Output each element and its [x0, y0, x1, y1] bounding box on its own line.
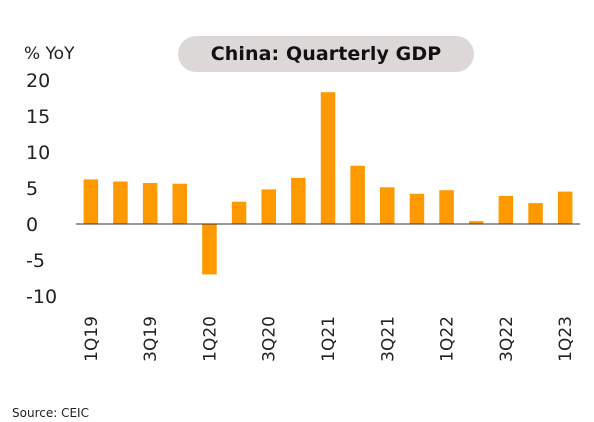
y-tick-label: 10: [26, 142, 50, 164]
x-axis-ticks: 1Q19 3Q19 1Q20 3Q20 1Q21 3Q21 1Q22 3Q22 1Q23: [82, 316, 576, 362]
x-tick-label: 3Q19: [141, 316, 161, 362]
chart-title: China: Quarterly GDP: [178, 36, 474, 72]
bar-3Q20: [261, 189, 276, 224]
bar-2Q20: [231, 201, 247, 224]
bar-1Q23: [557, 191, 573, 224]
y-tick-label: 5: [26, 178, 38, 200]
bar-2Q22: [469, 221, 484, 224]
x-tick-label: 3Q21: [378, 316, 398, 362]
y-axis-ticks: 20 15 10 5 0 -5 -10: [26, 70, 57, 308]
bar-2Q19: [113, 181, 128, 224]
bar-3Q22: [498, 195, 514, 224]
x-tick-label: 3Q22: [497, 316, 517, 362]
bar-4Q20: [291, 177, 306, 224]
y-tick-label: 15: [26, 106, 50, 128]
bar-4Q22: [528, 203, 543, 224]
bar-4Q21: [409, 193, 425, 224]
y-tick-label: 20: [26, 70, 50, 92]
x-tick-label: 1Q20: [200, 316, 220, 362]
bar-3Q21: [380, 187, 395, 224]
bar-1Q21: [320, 92, 336, 224]
y-tick-label: -10: [26, 286, 57, 308]
bar-2Q21: [350, 165, 365, 224]
bar-4Q19: [172, 183, 187, 224]
bar-1Q22: [439, 190, 454, 224]
y-axis-label: % YoY: [24, 44, 75, 64]
x-tick-label: 1Q21: [319, 316, 339, 362]
source-note: Source: CEIC: [12, 406, 89, 420]
bar-1Q19: [83, 179, 99, 224]
y-tick-label: 0: [26, 214, 38, 236]
y-tick-label: -5: [26, 250, 45, 272]
x-tick-label: 1Q19: [82, 316, 102, 362]
x-tick-label: 1Q23: [556, 316, 576, 362]
bar-1Q20: [202, 224, 217, 275]
x-tick-label: 3Q20: [260, 316, 280, 362]
bars-group: [83, 92, 573, 275]
bar-3Q19: [142, 183, 158, 224]
x-tick-label: 1Q22: [438, 316, 458, 362]
